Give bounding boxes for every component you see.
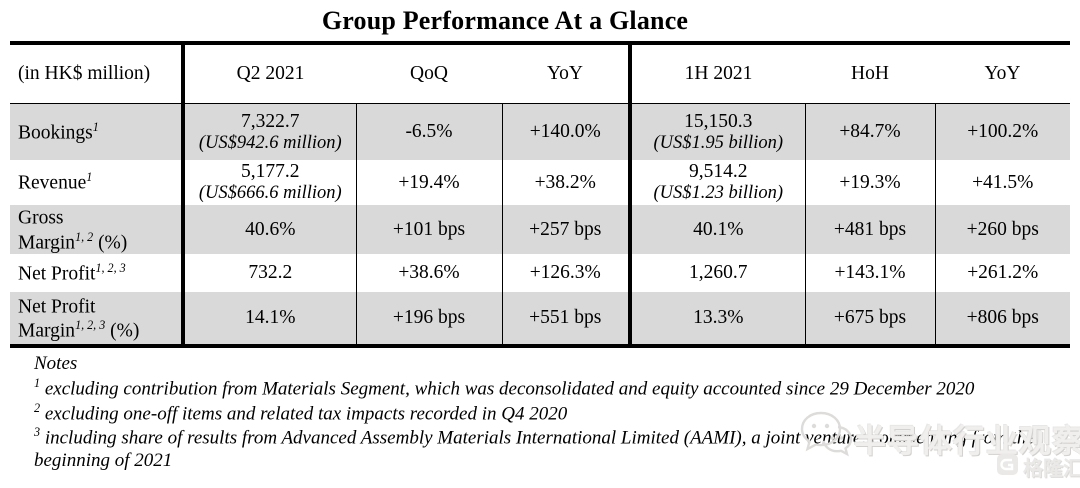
cell-net-profit-yoy-h: +261.2% xyxy=(967,262,1039,284)
cell-net-profit-margin-q2: 14.1% xyxy=(183,292,357,346)
cell-gross-margin-yoy-h: +260 bps xyxy=(935,205,1070,254)
cell-revenue-qoq: +19.4% xyxy=(356,160,503,205)
cell-bookings-hoh: +84.7% xyxy=(805,103,936,160)
cell-net-profit-margin-qoq: +196 bps xyxy=(356,292,503,346)
cell-gross-margin-hoh: +481 bps xyxy=(805,205,936,254)
note-3: 3 including share of results from Advanc… xyxy=(34,425,1035,472)
table-row-bookings: Bookings1 7,322.7 (US$942.6 million) -6.5… xyxy=(10,103,1070,160)
row-header-net-profit: Net Profit1, 2, 3 xyxy=(10,254,185,292)
cell-net-profit-margin-yoy-q: +551 bps xyxy=(502,292,632,346)
column-header-qoq: QoQ xyxy=(356,43,502,104)
row-header-net-profit-margin: Net Profit Margin1, 2, 3 (%) xyxy=(10,292,185,346)
performance-table: (in HK$ million) Q2 2021 QoQ YoY 1H 2021… xyxy=(10,41,1070,348)
unit-label: (in HK$ million) xyxy=(10,43,185,104)
column-header-q2-2021: Q2 2021 xyxy=(183,43,356,104)
cell-revenue-hoh: +19.3% xyxy=(805,160,936,205)
note-1: 1 excluding contribution from Materials … xyxy=(34,375,975,399)
cell-revenue-yoy-q: +38.2% xyxy=(502,160,632,205)
cell-revenue-1h: 9,514.2 (US$1.23 billion) xyxy=(630,160,806,205)
row-header-revenue: Revenue1 xyxy=(10,160,185,205)
table-row-gross-margin: Gross Margin1, 2 (%) 40.6% +101 bps +257 … xyxy=(10,205,1070,254)
cell-bookings-yoy-q: +140.0% xyxy=(502,103,632,160)
cell-bookings-1h: 15,150.3 (US$1.95 billion) xyxy=(630,103,806,160)
table-row-net-profit-margin: Net Profit Margin1, 2, 3 (%) 14.1% +196 b… xyxy=(10,292,1070,346)
column-header-1h-2021: 1H 2021 xyxy=(630,43,805,104)
cell-bookings-q2: 7,322.7 (US$942.6 million) xyxy=(183,103,357,160)
cell-bookings-qoq: -6.5% xyxy=(356,103,503,160)
note-2: 2 excluding one-off items and related ta… xyxy=(34,400,568,424)
cell-gross-margin-yoy-q: +257 bps xyxy=(502,205,632,254)
cell-gross-margin-1h: 40.1% xyxy=(630,205,806,254)
cell-net-profit-qoq: +38.6% xyxy=(356,254,503,292)
cell-net-profit-margin-yoy-h: +806 bps xyxy=(935,292,1070,346)
header-row: (in HK$ million) Q2 2021 QoQ YoY 1H 2021… xyxy=(10,43,1070,104)
notes-heading: Notes xyxy=(34,353,78,374)
cell-bookings-yoy-h: +100.2% xyxy=(935,103,1070,160)
notes-section: Notes 1 excluding contribution from Mate… xyxy=(34,353,1044,473)
cell-gross-margin-q2: 40.6% xyxy=(183,205,357,254)
table-row-revenue: Revenue1 5,177.2 (US$666.6 million) +19.4… xyxy=(10,160,1070,205)
cell-revenue-yoy-h: +41.5% xyxy=(972,171,1034,193)
row-header-gross-margin: Gross Margin1, 2 (%) xyxy=(10,205,185,254)
cell-net-profit-margin-hoh: +675 bps xyxy=(805,292,936,346)
cell-net-profit-margin-1h: 13.3% xyxy=(630,292,806,346)
page-title: Group Performance At a Glance xyxy=(321,6,689,35)
column-header-hoh: HoH xyxy=(805,43,935,104)
row-header-bookings: Bookings1 xyxy=(10,103,185,160)
column-header-yoy-q: YoY xyxy=(502,43,632,104)
cell-net-profit-hoh: +143.1% xyxy=(805,254,936,292)
cell-net-profit-q2: 732.2 xyxy=(183,254,357,292)
column-header-yoy-h: YoY xyxy=(935,43,1070,104)
cell-gross-margin-qoq: +101 bps xyxy=(356,205,503,254)
cell-net-profit-1h: 1,260.7 xyxy=(630,254,806,292)
cell-net-profit-yoy-q: +126.3% xyxy=(502,254,632,292)
cell-revenue-q2: 5,177.2 (US$666.6 million) xyxy=(183,160,357,205)
table-row-net-profit: Net Profit1, 2, 3 732.2 +38.6% +126.3% 1… xyxy=(10,254,1070,292)
